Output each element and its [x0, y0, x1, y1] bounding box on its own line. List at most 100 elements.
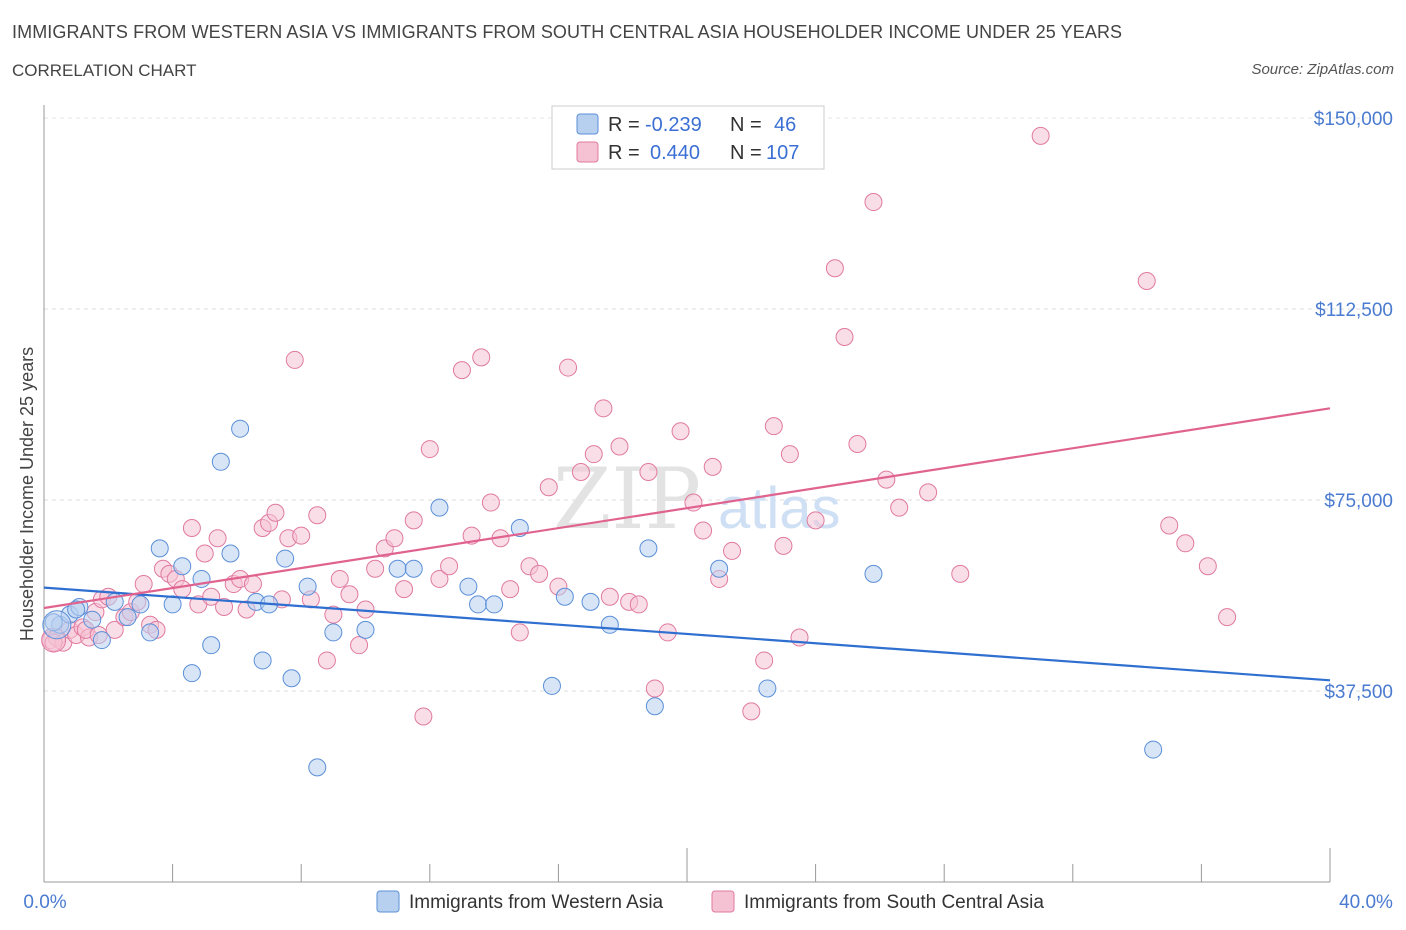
western-asia-point-15 [211, 452, 230, 471]
south-central-asia-point-100 [1160, 516, 1179, 535]
y-axis-label: Householder Income Under 25 years [17, 347, 37, 641]
western-asia-point-7 [131, 595, 150, 614]
south-central-asia-point-61 [510, 623, 529, 642]
western-asia-point-27 [388, 559, 407, 578]
south-central-asia-point-36 [285, 350, 304, 369]
south-central-asia-point-26 [215, 597, 234, 616]
western-asia-cluster [42, 610, 72, 640]
south-central-asia-point-103 [1218, 608, 1237, 627]
south-central-asia-point-37 [292, 526, 311, 545]
south-central-asia-point-10 [105, 620, 124, 639]
south-central-asia-point-46 [366, 559, 385, 578]
legend-n-label-2: N = [730, 142, 762, 164]
series-south-central-asia [41, 126, 1237, 726]
series-legend-label-western-asia: Immigrants from Western Asia [409, 892, 664, 913]
south-central-asia-point-102 [1198, 557, 1217, 576]
south-central-asia-point-91 [835, 328, 854, 347]
western-asia-point-9 [150, 539, 169, 558]
south-central-asia-point-77 [671, 422, 690, 441]
south-central-asia-point-66 [559, 358, 578, 377]
western-asia-point-35 [555, 587, 574, 606]
south-central-asia-point-80 [703, 457, 722, 476]
south-central-asia-point-94 [877, 470, 896, 489]
legend-r-value-1: -0.239 [645, 114, 702, 136]
south-central-asia-point-79 [694, 521, 713, 540]
south-central-asia-point-82 [723, 541, 742, 560]
legend-swatch-pink [576, 141, 599, 163]
legend-n-value-1: 46 [774, 114, 796, 136]
south-central-asia-point-69 [594, 399, 613, 418]
western-asia-point-42 [864, 564, 883, 583]
south-central-asia-point-58 [481, 493, 500, 512]
south-central-asia-point-90 [825, 259, 844, 278]
south-central-asia-point-33 [266, 503, 285, 522]
western-asia-point-14 [202, 636, 221, 655]
western-asia-point-33 [510, 519, 529, 538]
south-central-asia-point-14 [134, 575, 153, 594]
western-asia-point-37 [600, 615, 619, 634]
south-central-asia-point-52 [420, 440, 439, 459]
south-central-asia-point-30 [243, 575, 262, 594]
south-central-asia-point-73 [629, 595, 648, 614]
western-asia-point-34 [542, 676, 561, 695]
south-central-asia-point-96 [919, 483, 938, 502]
south-central-asia-point-98 [1031, 126, 1050, 145]
south-central-asia-point-39 [308, 506, 327, 525]
western-asia-point-23 [298, 577, 317, 596]
south-central-asia-point-48 [385, 529, 404, 548]
chart-subtitle: CORRELATION CHART [12, 61, 197, 80]
x-tick-label-max: 40.0% [1339, 892, 1393, 913]
western-asia-point-30 [459, 577, 478, 596]
y-tick-labels: $37,500 $75,000 $112,500 $150,000 [1314, 109, 1393, 703]
western-asia-point-4 [92, 631, 111, 650]
south-central-asia-point-60 [501, 580, 520, 599]
south-central-asia-point-70 [600, 587, 619, 606]
south-central-asia-point-43 [340, 585, 359, 604]
south-central-asia-point-74 [639, 462, 658, 481]
legend-r-label-2: R = [608, 142, 640, 164]
western-asia-point-8 [141, 623, 160, 642]
trend-line-western-asia [43, 586, 1331, 682]
south-central-asia-point-92 [848, 434, 867, 453]
legend-r-label-1: R = [608, 114, 640, 136]
western-asia-point-19 [253, 651, 272, 670]
stats-legend: R = -0.239 N = 46 R = 0.440 N = 107 [551, 105, 825, 170]
series-legend-label-south-central-asia: Immigrants from South Central Asia [744, 892, 1044, 913]
south-central-asia-point-64 [539, 478, 558, 497]
south-central-asia-point-44 [350, 636, 369, 655]
south-central-asia-point-25 [208, 529, 227, 548]
south-central-asia-point-23 [195, 544, 214, 563]
western-asia-point-31 [469, 595, 488, 614]
western-asia-point-38 [639, 539, 658, 558]
south-central-asia-point-49 [395, 580, 414, 599]
western-asia-point-11 [173, 557, 192, 576]
south-central-asia-point-83 [742, 702, 761, 721]
western-asia-point-24 [308, 758, 327, 777]
series-legend: Immigrants from Western Asia Immigrants … [376, 890, 1044, 913]
south-central-asia-point-53 [430, 569, 449, 588]
south-central-asia-point-40 [317, 651, 336, 670]
south-central-asia-point-57 [472, 348, 491, 367]
western-asia-point-39 [645, 697, 664, 716]
south-central-asia-point-54 [440, 557, 459, 576]
south-central-asia-point-84 [755, 651, 774, 670]
western-asia-point-6 [118, 608, 137, 627]
western-asia-point-28 [404, 559, 423, 578]
western-asia-point-21 [276, 549, 295, 568]
south-central-asia-point-89 [806, 511, 825, 530]
south-central-asia-point-20 [173, 580, 192, 599]
western-asia-point-41 [758, 679, 777, 698]
western-asia-point-12 [182, 664, 201, 683]
chart-title: IMMIGRANTS FROM WESTERN ASIA VS IMMIGRAN… [12, 22, 1123, 42]
south-central-asia-point-97 [951, 564, 970, 583]
western-asia-point-29 [430, 498, 449, 517]
western-asia-point-40 [710, 559, 729, 578]
south-central-asia-point-101 [1176, 534, 1195, 553]
south-central-asia-point-42 [330, 569, 349, 588]
south-central-asia-point-99 [1137, 271, 1156, 290]
western-asia-point-43 [1144, 740, 1163, 759]
western-asia-point-16 [221, 544, 240, 563]
south-central-asia-point-71 [610, 437, 629, 456]
south-central-asia-point-95 [890, 498, 909, 517]
